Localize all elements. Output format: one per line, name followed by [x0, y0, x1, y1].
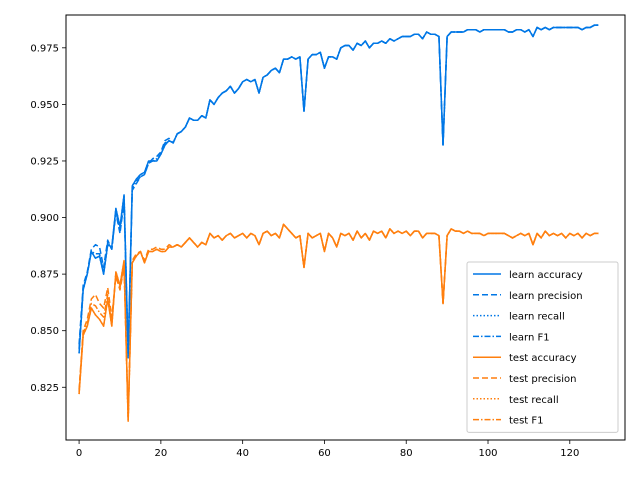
x-tick-label: 40: [236, 448, 249, 459]
x-tick-label: 120: [560, 448, 579, 459]
x-tick-label: 0: [76, 448, 82, 459]
y-tick-label: 0.950: [30, 100, 59, 111]
y-tick-label: 0.825: [30, 383, 59, 394]
legend-label-test-precision: test precision: [509, 374, 577, 385]
series-layer: [78, 24, 599, 422]
plot-frame: [65, 14, 626, 441]
legend-label-learn-f1: learn F1: [509, 332, 550, 343]
y-tick-label: 0.975: [30, 43, 59, 54]
x-tick-label: 80: [400, 448, 413, 459]
legend-box: [466, 261, 619, 433]
legend-label-test-f1: test F1: [509, 416, 544, 427]
series-line-test-accuracy: [78, 223, 599, 422]
y-tick-label: 0.850: [30, 326, 59, 337]
legend-label-learn-recall: learn recall: [509, 312, 565, 323]
legend-label-learn-accuracy: learn accuracy: [509, 270, 583, 281]
legend-label-test-accuracy: test accuracy: [509, 353, 577, 364]
series-line-learn-accuracy: [78, 24, 599, 355]
x-tick-label: 20: [155, 448, 168, 459]
y-tick-label: 0.925: [30, 156, 59, 167]
x-axis: 0 20 40 60 80 100 120: [76, 440, 579, 459]
legend: learn accuracy learn precision learn recal…: [466, 261, 619, 433]
y-axis: 0.825 0.850 0.875 0.900 0.925 0.950 0.975: [30, 43, 66, 394]
legend-label-learn-precision: learn precision: [509, 291, 583, 302]
legend-label-test-recall: test recall: [509, 395, 559, 406]
y-tick-label: 0.875: [30, 270, 59, 281]
x-tick-label: 60: [318, 448, 331, 459]
series-line-learn-f1: [78, 24, 599, 357]
y-tick-label: 0.900: [30, 213, 59, 224]
x-tick-label: 100: [478, 448, 497, 459]
